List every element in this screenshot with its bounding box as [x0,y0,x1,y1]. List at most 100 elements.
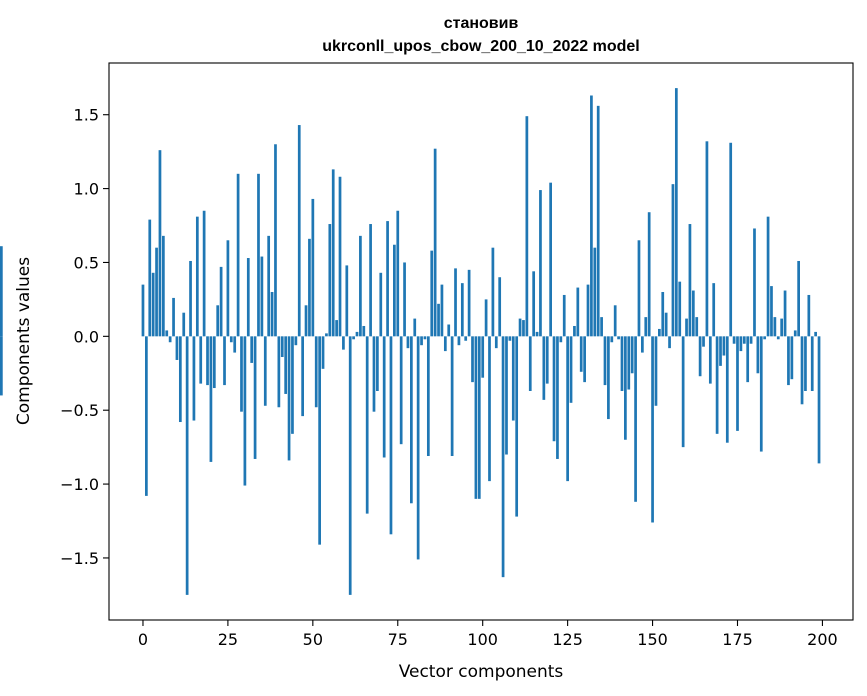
bar [246,258,250,337]
bar [566,336,569,482]
bar [708,336,712,384]
bar [233,336,237,353]
bar [223,336,226,386]
bar [576,287,580,337]
bar [158,150,162,337]
bar [338,176,342,337]
bar [389,336,393,535]
bar [810,336,814,391]
bar [342,336,345,350]
bar [698,336,702,377]
bar [532,271,536,337]
y-tick-label: −1.5 [60,549,99,568]
bar [552,336,556,442]
bar [719,336,722,366]
bar [477,336,481,499]
bar [212,336,216,389]
bar [433,148,437,337]
bar [549,182,552,337]
bar [545,336,549,384]
bar [658,328,661,337]
bar [817,336,821,464]
bar [172,297,175,337]
bar [229,336,233,343]
bar [209,336,213,462]
y-tick-label: 1.5 [74,106,99,125]
bar [467,269,471,337]
bar [613,305,617,337]
bar [736,336,739,431]
bar [304,305,308,337]
x-tick-label: 200 [807,630,838,649]
bar [416,336,420,560]
bar [192,336,196,421]
bar [664,312,668,337]
bar [681,336,685,448]
bar [165,330,169,337]
bar [671,184,675,337]
bar [759,336,763,452]
y-tick-label: 0.0 [74,327,99,346]
bar [311,198,315,337]
bar [345,265,349,337]
bar [151,272,155,337]
bar [494,336,498,349]
bar [410,336,413,504]
bar [328,224,332,337]
x-tick-label: 25 [218,630,238,649]
bar [437,303,440,337]
bar [274,144,277,337]
bar [484,299,488,337]
bar [280,336,284,358]
bar [637,240,641,337]
bar [729,142,733,337]
bar [474,336,478,499]
bar [702,336,705,347]
bar [695,317,699,337]
bar [783,290,787,337]
bar [539,190,542,337]
bar [641,336,644,353]
bar [348,336,352,595]
bar [270,292,274,337]
bar [491,247,495,337]
x-tick-label: 125 [552,630,583,649]
bar [573,325,576,337]
x-tick-label: 50 [303,630,323,649]
bar [175,336,179,360]
bar [471,336,474,383]
bar [749,336,753,344]
bar [780,318,784,337]
bar [800,336,804,405]
bar [634,336,637,502]
bar [277,336,281,408]
x-tick-label: 100 [467,630,498,649]
bar [443,336,447,352]
bar [148,219,152,337]
bar [359,235,362,337]
bar [352,336,355,340]
x-tick-label: 75 [388,630,408,649]
bar [369,224,372,337]
bar [185,336,189,595]
bar [742,336,746,344]
bar [603,336,607,386]
bar [396,210,400,337]
y-tick-label: 0.5 [74,253,99,272]
bar [189,260,192,337]
bar [236,173,240,337]
bar [515,336,519,517]
bar [0,336,3,396]
y-tick-label: −0.5 [60,401,99,420]
bar [195,216,199,337]
bar [763,336,767,340]
bar [600,317,603,337]
y-tick-label: 1.0 [74,180,99,199]
bar [705,141,709,337]
bar [627,336,631,390]
bar [814,331,817,337]
bar [739,336,743,352]
bar [590,95,593,337]
bar [481,336,485,378]
